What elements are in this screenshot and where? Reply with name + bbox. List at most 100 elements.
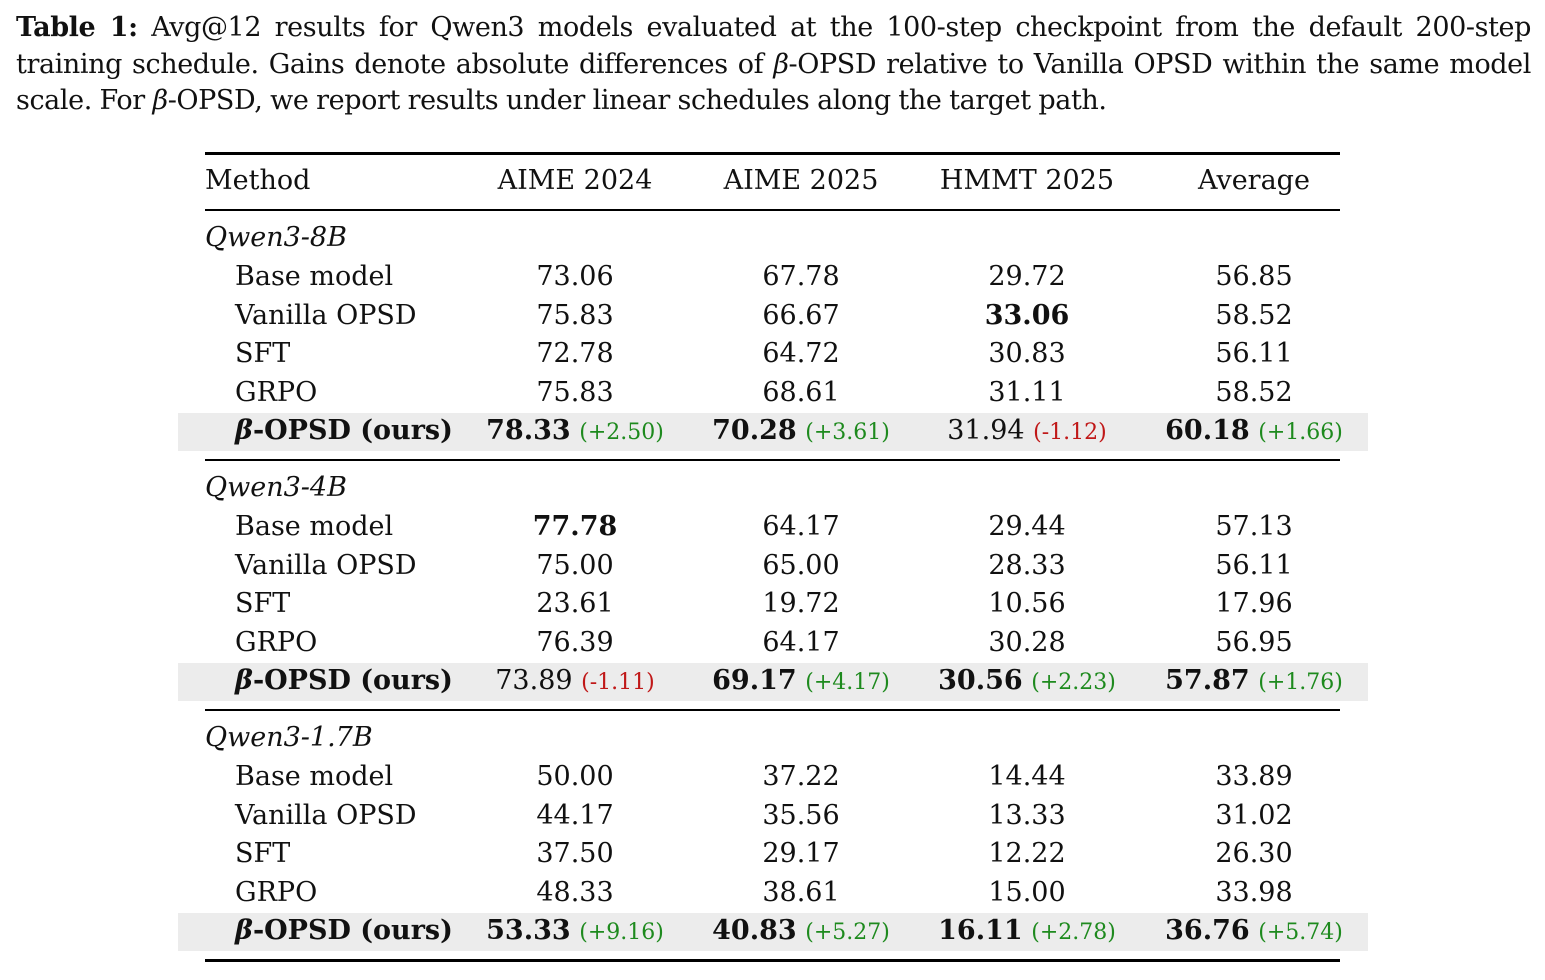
gain-badge: (+2.23) [1031, 670, 1116, 695]
value-cell: 26.30 [1215, 838, 1293, 870]
value: 30.56 [938, 665, 1023, 696]
caption-text-2: -OPSD relative to Vanilla OPSD within th… [16, 48, 1531, 117]
value-cell-ours: 16.11 (+2.78) [912, 912, 1142, 950]
ours-row-highlight [178, 663, 1368, 701]
method-cell: Vanilla OPSD [235, 549, 417, 581]
group-label: Qwen3-8B [205, 222, 347, 253]
value-cell: 77.78 [532, 510, 618, 542]
method-cell-ours: β-OPSD (ours) [235, 912, 453, 950]
value: 31.94 [947, 415, 1025, 446]
beta-symbol: β [235, 415, 253, 446]
value-cell: 75.83 [536, 377, 614, 409]
method-cell: SFT [235, 338, 291, 370]
caption-beta-2: β [152, 85, 168, 116]
value-cell: 67.78 [762, 260, 840, 292]
value-cell: 57.13 [1215, 510, 1293, 542]
value-cell: 33.98 [1215, 877, 1293, 909]
gain-badge: (+5.74) [1258, 920, 1343, 945]
value-cell-ours: 60.18 (+1.66) [1139, 412, 1369, 450]
value: 78.33 [486, 415, 571, 446]
group-label: Qwen3-1.7B [205, 722, 373, 753]
caption-label: Table 1: [16, 12, 138, 43]
gain-badge: (+9.16) [579, 920, 664, 945]
method-cell: Base model [235, 760, 394, 792]
value-cell: 13.33 [988, 799, 1066, 831]
table-row: SFT 23.61 19.72 10.56 17.96 [0, 585, 1545, 623]
gain-badge: (+1.66) [1258, 420, 1343, 445]
table-header-rule [205, 209, 1340, 211]
method-label: -OPSD (ours) [252, 665, 453, 696]
table-row: GRPO 48.33 38.61 15.00 33.98 [0, 874, 1545, 912]
group-label-row: Qwen3-8B [0, 219, 1545, 257]
value: 73.89 [495, 665, 573, 696]
table-row: GRPO 76.39 64.17 30.28 56.95 [0, 624, 1545, 662]
value-cell: 64.17 [762, 627, 840, 659]
value: 70.28 [712, 415, 797, 446]
value-cell: 31.11 [988, 377, 1066, 409]
value-cell: 28.33 [988, 549, 1066, 581]
value: 60.18 [1165, 415, 1250, 446]
value-cell: 64.17 [762, 510, 840, 542]
value-cell: 30.28 [988, 627, 1066, 659]
method-label: -OPSD (ours) [252, 415, 453, 446]
value-cell: 15.00 [988, 877, 1066, 909]
caption-text-3: -OPSD, we report results under linear sc… [167, 85, 1107, 116]
value-cell: 64.72 [762, 338, 840, 370]
method-cell-ours: β-OPSD (ours) [235, 412, 453, 450]
group-label-row: Qwen3-1.7B [0, 719, 1545, 757]
value-cell: 56.85 [1215, 260, 1293, 292]
value-cell: 31.02 [1215, 799, 1293, 831]
value-cell: 35.56 [762, 799, 840, 831]
value: 40.83 [712, 915, 797, 946]
table-row: Vanilla OPSD 75.00 65.00 28.33 56.11 [0, 547, 1545, 585]
header-average: Average [1198, 165, 1310, 196]
table-row: Base model 73.06 67.78 29.72 56.85 [0, 258, 1545, 296]
value-cell: 29.44 [988, 510, 1066, 542]
value-cell: 12.22 [988, 838, 1066, 870]
gain-badge: (+2.50) [579, 420, 664, 445]
value-cell: 38.61 [762, 877, 840, 909]
value-cell-ours: 53.33 (+9.16) [460, 912, 690, 950]
value: 57.87 [1165, 665, 1250, 696]
value-cell: 75.83 [536, 299, 614, 331]
method-cell: Base model [235, 260, 394, 292]
ours-row-highlight [178, 413, 1368, 451]
value-cell: 14.44 [988, 760, 1066, 792]
table-row: SFT 37.50 29.17 12.22 26.30 [0, 835, 1545, 873]
value: 69.17 [712, 665, 797, 696]
value-cell-ours: 73.89 (-1.11) [460, 662, 690, 700]
ours-row: β-OPSD (ours) 53.33 (+9.16) 40.83 (+5.27) 1… [0, 912, 1545, 950]
table-row: SFT 72.78 64.72 30.83 56.11 [0, 335, 1545, 373]
method-cell: GRPO [235, 877, 318, 909]
value-cell: 76.39 [536, 627, 614, 659]
header-aime-2025: AIME 2025 [723, 165, 879, 196]
value-cell: 19.72 [762, 588, 840, 620]
value-cell: 23.61 [536, 588, 614, 620]
table-row: Vanilla OPSD 75.83 66.67 33.06 58.52 [0, 297, 1545, 335]
header-method: Method [205, 165, 311, 196]
ours-row: β-OPSD (ours) 73.89 (-1.11) 69.17 (+4.17) 3… [0, 662, 1545, 700]
value-cell: 73.06 [536, 260, 614, 292]
group-label-row: Qwen3-4B [0, 469, 1545, 507]
method-cell: SFT [235, 588, 291, 620]
value-cell: 30.83 [988, 338, 1066, 370]
value-cell: 33.89 [1215, 760, 1293, 792]
gain-badge: (+4.17) [805, 670, 890, 695]
table-header-row: Method AIME 2024 AIME 2025 HMMT 2025 Ave… [0, 162, 1545, 200]
gain-badge: (+2.78) [1031, 920, 1116, 945]
gain-badge: (+1.76) [1258, 670, 1343, 695]
value-cell-ours: 78.33 (+2.50) [460, 412, 690, 450]
method-cell: Base model [235, 510, 394, 542]
method-cell-ours: β-OPSD (ours) [235, 662, 453, 700]
group-label: Qwen3-4B [205, 472, 347, 503]
gain-badge: (-1.12) [1033, 420, 1107, 445]
table-caption: Table 1: Avg@12 results for Qwen3 models… [16, 10, 1531, 120]
value-cell: 33.06 [984, 299, 1070, 331]
value-cell: 75.00 [536, 549, 614, 581]
method-cell: GRPO [235, 377, 318, 409]
header-hmmt-2025: HMMT 2025 [939, 165, 1115, 196]
method-cell: GRPO [235, 627, 318, 659]
value-cell: 37.22 [762, 760, 840, 792]
value-cell: 44.17 [536, 799, 614, 831]
caption-beta-1: β [773, 48, 789, 80]
